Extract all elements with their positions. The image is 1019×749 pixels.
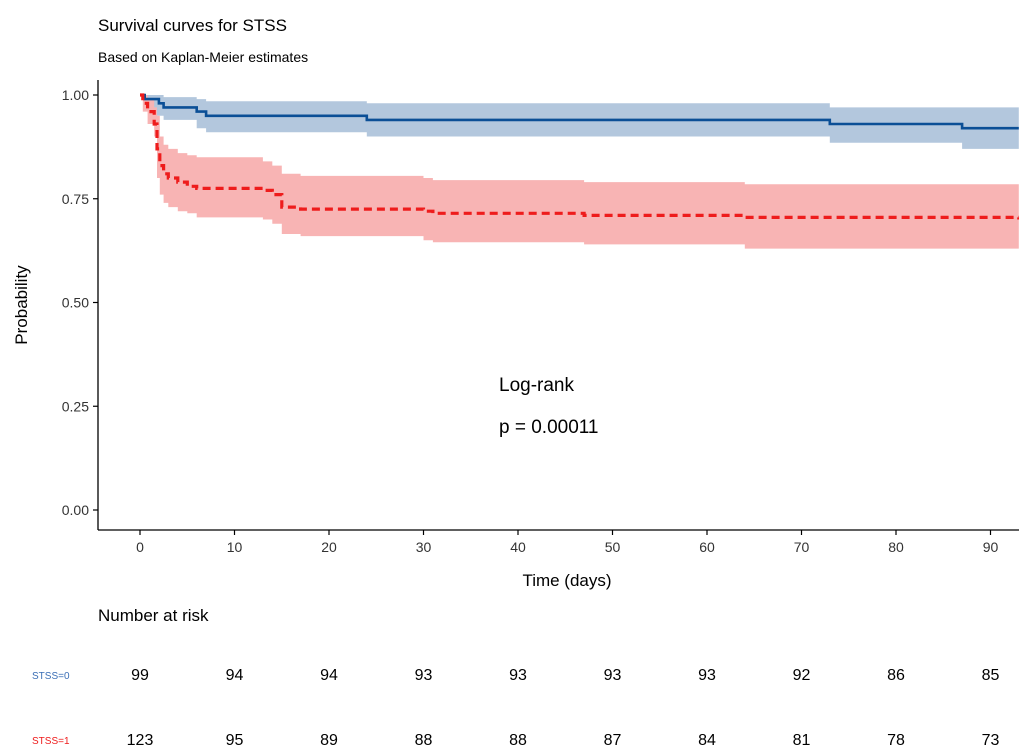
risk-value: 99 xyxy=(131,667,149,684)
x-tick-label: 90 xyxy=(983,539,999,555)
risk-value: 73 xyxy=(982,732,1000,749)
risk-value: 89 xyxy=(320,732,338,749)
x-tick-label: 70 xyxy=(794,539,810,555)
y-tick-label: 1.00 xyxy=(62,87,89,103)
risk-value: 94 xyxy=(226,667,244,684)
y-tick-label: 0.00 xyxy=(62,502,89,518)
p-value-label: p = 0.00011 xyxy=(499,417,599,438)
risk-value: 93 xyxy=(415,667,433,684)
risk-value: 88 xyxy=(509,732,527,749)
risk-value: 84 xyxy=(698,732,716,749)
x-tick-label: 40 xyxy=(510,539,526,555)
plot-area xyxy=(140,93,1019,249)
risk-value: 87 xyxy=(604,732,622,749)
y-tick-label: 0.25 xyxy=(62,398,89,414)
risk-table-title: Number at risk xyxy=(98,606,209,625)
x-tick-label: 60 xyxy=(699,539,715,555)
survival-curve-stss1 xyxy=(140,93,1019,220)
risk-row-label: STSS=1 xyxy=(32,736,70,747)
x-tick-label: 80 xyxy=(888,539,904,555)
y-axis-ticks: 0.00 0.25 0.50 0.75 1.00 xyxy=(62,87,98,518)
y-axis-title: Probability xyxy=(12,265,31,345)
logrank-label: Log-rank xyxy=(499,375,574,396)
x-axis-ticks: 0 10 20 30 40 50 60 70 80 90 xyxy=(136,530,998,555)
confidence-band-stss0 xyxy=(140,95,1019,149)
x-tick-label: 0 xyxy=(136,539,144,555)
risk-value: 88 xyxy=(415,732,433,749)
risk-table: STSS=0 99 94 94 93 93 93 93 92 86 85 STSS=1 123 95 89 8… xyxy=(32,667,1000,749)
chart-subtitle: Based on Kaplan-Meier estimates xyxy=(98,49,308,65)
x-tick-label: 10 xyxy=(227,539,243,555)
chart-title: Survival curves for STSS xyxy=(98,16,287,35)
risk-value: 93 xyxy=(604,667,622,684)
risk-value: 95 xyxy=(226,732,244,749)
x-tick-label: 20 xyxy=(321,539,337,555)
x-tick-label: 30 xyxy=(416,539,432,555)
risk-value: 81 xyxy=(793,732,811,749)
x-axis-title: Time (days) xyxy=(522,571,611,590)
y-tick-label: 0.50 xyxy=(62,295,89,311)
risk-value: 123 xyxy=(127,732,154,749)
x-tick-label: 50 xyxy=(605,539,621,555)
y-tick-label: 0.75 xyxy=(62,191,89,207)
confidence-band-stss1 xyxy=(140,95,1019,249)
risk-value: 93 xyxy=(509,667,527,684)
risk-value: 86 xyxy=(887,667,905,684)
risk-value: 94 xyxy=(320,667,338,684)
risk-value: 85 xyxy=(982,667,1000,684)
risk-value: 93 xyxy=(698,667,716,684)
survival-curve-stss0 xyxy=(140,93,1019,130)
risk-row-label: STSS=0 xyxy=(32,671,70,682)
risk-value: 78 xyxy=(887,732,905,749)
risk-value: 92 xyxy=(793,667,811,684)
